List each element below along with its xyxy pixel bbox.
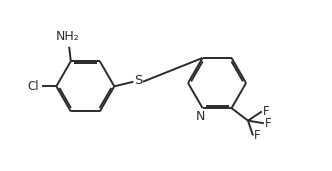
Text: F: F xyxy=(254,129,261,142)
Text: F: F xyxy=(263,105,270,118)
Text: N: N xyxy=(196,110,206,123)
Text: S: S xyxy=(134,74,142,87)
Text: NH₂: NH₂ xyxy=(56,30,79,43)
Text: F: F xyxy=(265,117,272,130)
Text: Cl: Cl xyxy=(28,80,39,93)
